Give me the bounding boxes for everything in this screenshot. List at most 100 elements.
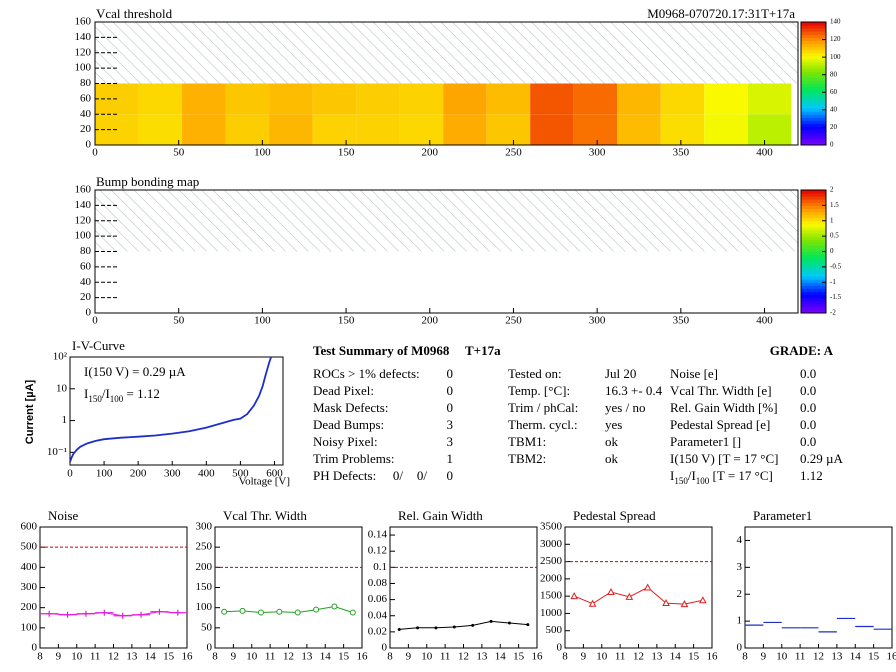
y-tick-label: 500 (21, 541, 38, 553)
x-tick-label: 150 (338, 147, 355, 159)
y-tick-label: 250 (196, 541, 213, 553)
colorbar-step (801, 43, 826, 48)
x-tick-label: 9 (581, 651, 587, 663)
colorbar-label: 0 (830, 247, 834, 255)
colorbar-label: 40 (830, 105, 838, 113)
defect-label: Dead Pixel: (313, 383, 374, 398)
y-tick-label: 160 (75, 184, 92, 196)
x-tick-label: 200 (422, 147, 439, 159)
colorbar-step (801, 236, 826, 240)
y-tick-label: 20 (80, 291, 92, 303)
heatmap-cell (356, 114, 400, 145)
colorbar-step (801, 211, 826, 216)
y-tick-label: 2000 (540, 572, 563, 584)
colorbar-step (801, 55, 826, 60)
y-tick-label: 2 (737, 588, 743, 600)
colorbar-step (801, 101, 826, 106)
y-tick-label: 20 (80, 123, 92, 135)
marker (397, 627, 401, 631)
colorbar-step (801, 92, 826, 97)
marker (46, 610, 53, 617)
y-tick-label: 500 (546, 624, 563, 636)
colorbar-step (801, 25, 826, 29)
x-tick-label: 14 (145, 651, 157, 663)
colorbar-step (801, 83, 826, 88)
y-tick-label: 60 (80, 260, 92, 272)
test-value: ok (605, 451, 619, 466)
text-part: /I (688, 468, 696, 483)
heatmap-cell (747, 114, 792, 145)
colorbar-label: -0.5 (830, 262, 842, 270)
colorbar-step (801, 123, 826, 128)
colorbar-step (801, 61, 826, 66)
x-tick-label: 12 (108, 651, 119, 663)
text-part: Vcal Thr. Width [e] (670, 383, 772, 398)
y-tick-label: 4 (737, 534, 743, 546)
x-tick-label: 350 (673, 315, 690, 327)
colorbar-label: 1.5 (830, 201, 839, 209)
heatmap-cell (312, 83, 357, 115)
x-tick-label: 16 (707, 651, 719, 663)
chart-title: Pedestal Spread (573, 508, 656, 523)
colorbar-step (801, 108, 826, 112)
heatmap-cell (617, 83, 661, 115)
marker (221, 608, 228, 615)
colorbar-step (801, 40, 826, 45)
x-tick-label: 15 (513, 651, 525, 663)
y-tick-label: 0 (32, 642, 38, 654)
summary-title: Test Summary of M0968 (313, 343, 450, 358)
y-tick-label: 0 (86, 139, 92, 151)
colorbar-step (801, 239, 826, 243)
x-tick-label: 11 (440, 651, 451, 663)
parameter-label: I(150 V) [T = 17 °C] (670, 451, 778, 466)
x-tick-label: 400 (756, 147, 773, 159)
defect-label: Trim Problems: (313, 451, 395, 466)
colorbar-step (801, 208, 826, 213)
text-part: 100 (696, 476, 710, 486)
colorbar-step (801, 294, 826, 299)
text-part: 150 (88, 394, 102, 404)
x-tick-label: 16 (532, 651, 544, 663)
y-tick-label: 160 (75, 16, 92, 28)
annotation: I(150 V) = 0.29 µA (84, 364, 186, 379)
y-tick-label: 1 (62, 414, 68, 426)
colorbar-step (801, 95, 826, 100)
colorbar-step (801, 71, 826, 75)
colorbar-step (801, 266, 826, 271)
colorbar-step (801, 141, 826, 146)
defect-label: ROCs > 1% defects: (313, 366, 420, 381)
y-tick-label: 400 (21, 561, 38, 573)
text-part: I(150 V) = 0.29 µA (84, 364, 186, 379)
marker (101, 609, 108, 616)
y-tick-label: 100 (75, 62, 92, 74)
colorbar-step (801, 257, 826, 262)
colorbar-label: 0.5 (830, 232, 839, 240)
heatmap-cell (225, 114, 270, 145)
x-tick-label: 8 (742, 651, 748, 663)
defect-value: 3 (447, 434, 454, 449)
heatmap-cell (530, 83, 574, 115)
x-tick-label: 16 (887, 651, 896, 663)
text-part: = 1.12 (123, 386, 160, 401)
marker (680, 600, 689, 608)
x-tick-label: 500 (232, 468, 249, 480)
x-tick-label: 300 (589, 315, 606, 327)
heatmap-cell (138, 83, 183, 115)
marker (625, 592, 634, 600)
text-part: Noise [e] (670, 366, 718, 381)
colorbar-step (801, 89, 826, 94)
x-tick-label: 13 (651, 651, 663, 663)
colorbar-step (801, 260, 826, 265)
heatmap-cell (660, 83, 705, 115)
data-line (574, 586, 703, 605)
y-tick-label: 200 (196, 561, 213, 573)
colorbar-step (801, 217, 826, 222)
colorbar-step (801, 202, 826, 206)
heatmap-cell (486, 83, 531, 115)
marker (64, 611, 71, 618)
x-tick-label: 8 (387, 651, 393, 663)
y-tick-label: 0 (557, 642, 563, 654)
y-tick-label: 1500 (540, 590, 563, 602)
x-tick-label: 8 (37, 651, 43, 663)
grade: GRADE: A (770, 343, 834, 358)
